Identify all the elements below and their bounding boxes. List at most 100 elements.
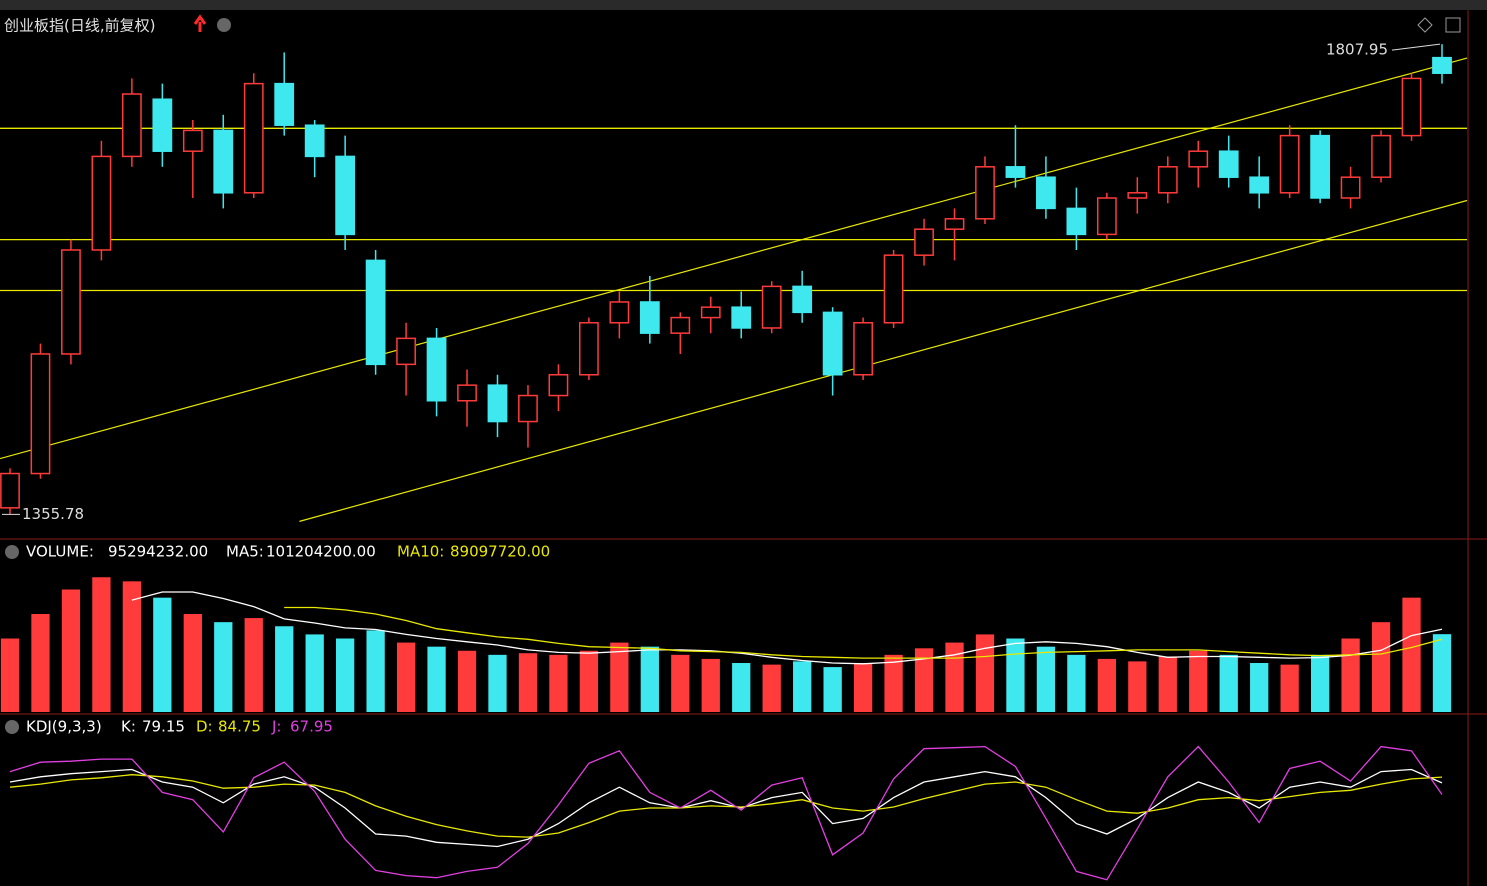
volume-bar bbox=[1250, 663, 1269, 712]
volume-bar bbox=[1280, 664, 1299, 712]
candle-body bbox=[1096, 197, 1117, 236]
volume-bar bbox=[1158, 656, 1177, 712]
kdj-title: KDJ(9,3,3) bbox=[26, 718, 102, 736]
trend-line bbox=[0, 57, 1468, 460]
volume-bar bbox=[427, 646, 446, 712]
readout-name: D: bbox=[196, 718, 213, 736]
candle-body bbox=[944, 218, 965, 230]
candle-body bbox=[1432, 56, 1452, 74]
volume-bar bbox=[1067, 654, 1086, 712]
volume-bar bbox=[1036, 646, 1056, 712]
readout-name: MA10: bbox=[397, 543, 444, 561]
volume-bar bbox=[975, 634, 995, 712]
candle-body bbox=[1340, 176, 1361, 199]
volume-bar bbox=[214, 622, 233, 712]
volume-bar bbox=[1402, 597, 1421, 712]
volume-bar bbox=[396, 642, 416, 712]
candle-body bbox=[1401, 77, 1422, 137]
volume-bar bbox=[305, 634, 324, 712]
volume-bar bbox=[336, 638, 355, 712]
candle-body bbox=[0, 472, 20, 509]
candle-body bbox=[304, 124, 325, 158]
window-button[interactable] bbox=[1417, 17, 1433, 33]
candle-body bbox=[609, 301, 630, 324]
volume-bar bbox=[31, 614, 50, 712]
volume-bar bbox=[610, 642, 629, 712]
volume-bar bbox=[823, 667, 842, 712]
volume-bar bbox=[914, 648, 934, 712]
candle-body bbox=[1157, 166, 1178, 194]
candle-body bbox=[152, 98, 173, 152]
readout-value: 95294232.00 bbox=[108, 543, 208, 561]
candle-body bbox=[883, 254, 904, 324]
window-button[interactable] bbox=[1445, 17, 1461, 33]
volume-bar bbox=[1371, 622, 1391, 712]
candle-body bbox=[1218, 150, 1239, 178]
volume-bar bbox=[671, 654, 690, 712]
volume-ma-line bbox=[131, 591, 1443, 665]
candle-body bbox=[700, 306, 721, 319]
candle-body bbox=[1279, 134, 1300, 194]
candle-body bbox=[639, 301, 660, 334]
volume-bar bbox=[640, 646, 659, 712]
readout-value: 84.75 bbox=[218, 718, 261, 736]
candle-body bbox=[1188, 150, 1209, 168]
title-toggle[interactable] bbox=[217, 18, 231, 32]
candle-body bbox=[1005, 166, 1026, 178]
candle-body bbox=[1066, 207, 1087, 236]
high-pointer bbox=[1391, 43, 1441, 51]
candle-body bbox=[1036, 176, 1056, 210]
volume-bar bbox=[122, 581, 142, 712]
volume-bar bbox=[549, 654, 568, 712]
readout-name: J: bbox=[271, 718, 281, 736]
candle-body bbox=[426, 337, 447, 402]
candle-body bbox=[579, 322, 599, 376]
readout-name: K: bbox=[121, 718, 136, 736]
kdj-line bbox=[9, 745, 1443, 881]
low-label: 1355.78 bbox=[22, 505, 84, 523]
volume-bar bbox=[488, 654, 507, 712]
candle-body bbox=[274, 82, 295, 126]
candle-body bbox=[822, 311, 843, 376]
readout-name: MA5: bbox=[226, 543, 264, 561]
trend-line bbox=[299, 199, 1468, 522]
volume-bar bbox=[579, 650, 599, 712]
volume-bar bbox=[884, 654, 903, 712]
panel-toggle[interactable] bbox=[5, 720, 19, 734]
volume-bar bbox=[275, 626, 294, 712]
volume-bar bbox=[1310, 654, 1330, 712]
candle-body bbox=[1249, 176, 1270, 194]
candle-body bbox=[243, 82, 264, 194]
candle-body bbox=[518, 394, 538, 423]
candle-body bbox=[335, 155, 356, 236]
candle-body bbox=[61, 249, 81, 355]
volume-bar bbox=[0, 638, 20, 712]
candle-body bbox=[457, 384, 477, 402]
volume-bar bbox=[244, 618, 263, 712]
candle-body bbox=[91, 155, 112, 251]
candle-body bbox=[761, 285, 782, 329]
volume-bar bbox=[1006, 638, 1025, 712]
volume-bar bbox=[732, 663, 751, 712]
toolbar bbox=[0, 0, 1487, 10]
volume-ma-line bbox=[284, 606, 1443, 659]
readout-value: 67.95 bbox=[290, 718, 333, 736]
candle-body bbox=[731, 306, 752, 329]
volume-bar bbox=[183, 614, 202, 712]
title-icon bbox=[193, 14, 207, 32]
volume-bar bbox=[1128, 661, 1147, 712]
readout-value: 101204200.00 bbox=[266, 543, 376, 561]
candle-body bbox=[914, 228, 934, 256]
candle-body bbox=[853, 322, 873, 376]
volume-bar bbox=[153, 597, 172, 712]
high-label: 1807.95 bbox=[1326, 41, 1388, 59]
candle-body bbox=[548, 374, 569, 397]
candle-body bbox=[1371, 134, 1391, 178]
volume-bar bbox=[1341, 638, 1360, 712]
panel-toggle[interactable] bbox=[5, 545, 19, 559]
readout-name: VOLUME: bbox=[26, 543, 94, 561]
chart-title: 创业板指(日线,前复权) bbox=[4, 17, 155, 35]
volume-bar bbox=[92, 577, 111, 712]
